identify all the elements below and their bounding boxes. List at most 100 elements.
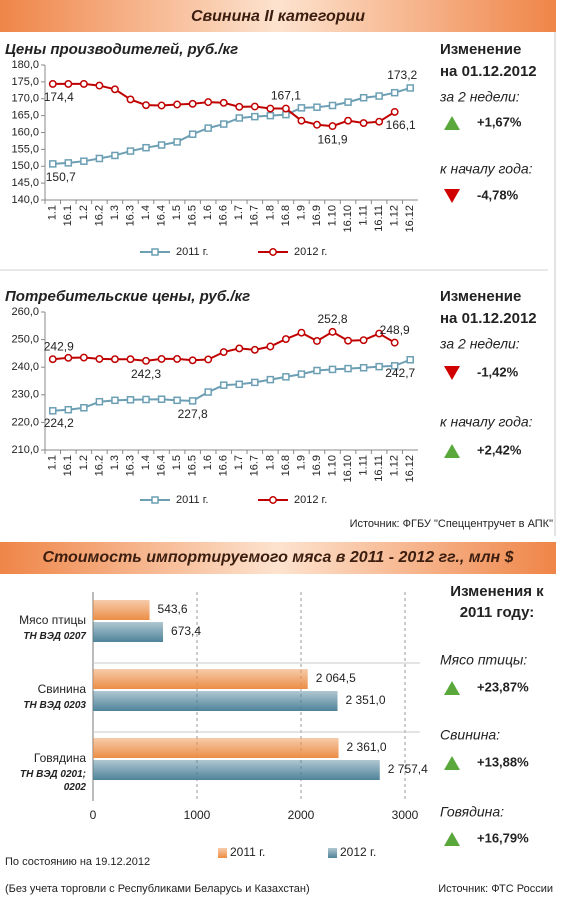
bar xyxy=(93,760,380,780)
data-point xyxy=(204,98,213,107)
legend-label: 2011 г. xyxy=(176,494,208,506)
source: Источник: ФТС России xyxy=(438,883,553,895)
x-tick-label: 1.11 xyxy=(358,455,370,476)
data-point xyxy=(313,103,321,111)
x-tick-label: 1.12 xyxy=(389,455,401,476)
data-label: 248,9 xyxy=(380,323,410,337)
change-value: -4,78% xyxy=(477,187,519,202)
trend-up-icon xyxy=(444,681,460,695)
data-label: 242,3 xyxy=(131,367,161,381)
x-tick-label: 16.4 xyxy=(155,205,167,226)
x-tick-label: 3000 xyxy=(392,808,419,822)
data-label: 2 351,0 xyxy=(346,693,386,707)
x-tick-label: 1.10 xyxy=(326,455,338,476)
data-point xyxy=(328,122,337,131)
data-label: 252,8 xyxy=(318,312,348,326)
data-point xyxy=(49,160,57,168)
y-tick-label: 230,0 xyxy=(11,389,39,401)
change-value: +13,88% xyxy=(477,754,529,769)
y-tick-label: 145,0 xyxy=(11,177,39,189)
x-tick-label: 16.1 xyxy=(62,455,74,476)
x-tick-label: 16.6 xyxy=(218,455,230,476)
data-point xyxy=(204,355,213,364)
category-label: Свинина ТН ВЭД 0203 xyxy=(0,682,86,712)
bar xyxy=(93,691,338,711)
data-point xyxy=(95,354,104,363)
data-point xyxy=(297,116,306,125)
data-point xyxy=(188,397,197,405)
x-tick-label: 16.8 xyxy=(280,205,292,226)
data-point xyxy=(406,355,414,364)
x-tick-label: 1.8 xyxy=(264,205,276,220)
data-point xyxy=(219,381,228,389)
bar xyxy=(93,738,339,758)
note: По состоянию на 19.12.2012 xyxy=(5,856,150,868)
data-point xyxy=(142,143,150,152)
data-point xyxy=(269,248,277,256)
data-label: 161,9 xyxy=(318,132,348,146)
data-point xyxy=(188,356,197,365)
data-point xyxy=(111,396,119,405)
data-point xyxy=(157,101,166,110)
y-tick-label: 250,0 xyxy=(11,334,39,346)
data-point xyxy=(375,92,383,100)
bar xyxy=(93,600,150,620)
data-point xyxy=(282,110,290,119)
data-label: 543,6 xyxy=(158,602,188,616)
section-header-bar xyxy=(0,542,556,574)
x-tick-label: 16.9 xyxy=(311,205,323,226)
x-tick-label: 1.1 xyxy=(47,455,59,470)
legend-label: 2012 г. xyxy=(294,246,327,258)
data-point xyxy=(219,120,228,128)
x-tick-label: 1.9 xyxy=(295,455,307,470)
data-point xyxy=(48,79,57,88)
category-code: ТН ВЭД 0207 xyxy=(23,631,86,642)
data-point xyxy=(79,79,88,88)
change-value: +1,67% xyxy=(477,114,522,129)
data-point xyxy=(297,328,306,337)
data-point xyxy=(173,100,182,109)
data-point xyxy=(313,337,321,345)
y-tick-label: 140,0 xyxy=(11,194,39,206)
data-point xyxy=(95,397,104,406)
data-point xyxy=(251,112,259,121)
y-tick-label: 180,0 xyxy=(11,59,39,71)
data-label: 227,8 xyxy=(178,407,208,421)
data-label: 242,9 xyxy=(44,339,74,353)
x-tick-label: 1.4 xyxy=(140,455,152,470)
x-tick-label: 1.12 xyxy=(389,205,401,226)
data-point xyxy=(204,124,212,132)
legend-label: 2012 г. xyxy=(294,494,327,506)
x-tick-label: 1.2 xyxy=(78,205,90,220)
data-point xyxy=(157,141,166,149)
y-tick-label: 210,0 xyxy=(11,444,39,456)
category-code: ТН ВЭД 0203 xyxy=(23,700,86,711)
data-point xyxy=(344,98,352,106)
data-point xyxy=(64,79,73,88)
data-point xyxy=(126,396,135,404)
x-tick-label: 16.12 xyxy=(404,205,416,233)
data-point xyxy=(126,355,135,364)
data-point xyxy=(359,93,368,102)
data-point xyxy=(281,104,290,113)
data-point xyxy=(126,95,135,104)
data-label: 242,7 xyxy=(385,366,415,380)
data-point xyxy=(204,388,212,396)
data-point xyxy=(110,355,119,364)
x-tick-label: 16.5 xyxy=(187,205,199,226)
data-point xyxy=(157,354,166,363)
data-point xyxy=(79,353,88,362)
source: Источник: ФГБУ "Спеццентручет в АПК" xyxy=(350,518,554,530)
x-tick-label: 1.6 xyxy=(202,205,214,220)
data-point xyxy=(313,120,321,129)
data-point xyxy=(297,104,306,112)
trend-up-icon xyxy=(444,832,460,846)
x-tick-label: 1.11 xyxy=(358,205,370,226)
data-label: 224,2 xyxy=(44,416,74,430)
change-label: Свинина: xyxy=(440,727,500,743)
data-point xyxy=(151,248,159,256)
trend-down-icon xyxy=(444,189,460,203)
data-label: 2 757,4 xyxy=(388,762,428,776)
